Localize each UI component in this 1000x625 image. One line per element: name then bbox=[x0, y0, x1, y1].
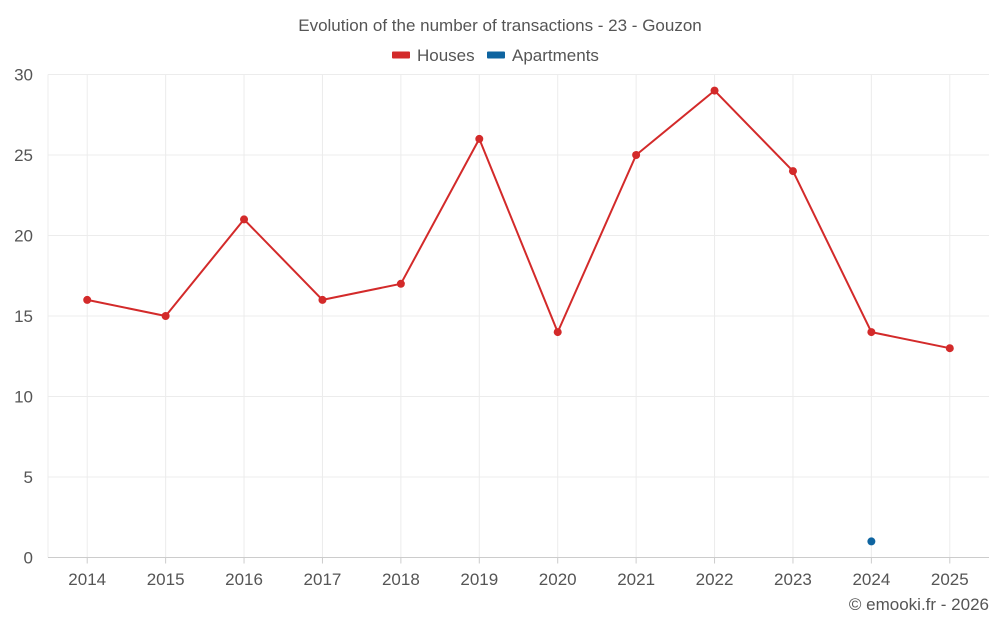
x-tick-label: 2024 bbox=[852, 570, 890, 589]
y-tick-label: 0 bbox=[24, 549, 33, 568]
y-tick-label: 5 bbox=[24, 468, 33, 487]
data-point-houses[interactable] bbox=[318, 295, 327, 304]
grid bbox=[48, 74, 989, 558]
y-tick-label: 25 bbox=[14, 146, 33, 165]
data-point-houses[interactable] bbox=[475, 134, 484, 143]
y-tick-label: 10 bbox=[14, 388, 33, 407]
data-point-houses[interactable] bbox=[867, 328, 876, 337]
x-tick-label: 2025 bbox=[931, 570, 969, 589]
x-tick-label: 2018 bbox=[382, 570, 420, 589]
data-point-houses[interactable] bbox=[632, 151, 641, 159]
x-tick-label: 2016 bbox=[225, 570, 263, 589]
legend-item-houses[interactable]: Houses bbox=[392, 46, 475, 65]
series bbox=[83, 86, 954, 546]
credit-text: © emooki.fr - 2026 bbox=[849, 595, 989, 614]
y-tick-label: 15 bbox=[14, 307, 33, 326]
data-point-houses[interactable] bbox=[396, 279, 405, 288]
x-tick-label: 2020 bbox=[539, 570, 577, 589]
legend-label-houses: Houses bbox=[417, 46, 475, 65]
x-tick-label: 2014 bbox=[68, 570, 106, 589]
x-tick-label: 2015 bbox=[147, 570, 185, 589]
data-point-houses[interactable] bbox=[161, 312, 170, 320]
data-point-houses[interactable] bbox=[553, 328, 562, 337]
y-tick-label: 30 bbox=[14, 66, 33, 85]
x-tick-label: 2023 bbox=[774, 570, 812, 589]
legend-label-apartments: Apartments bbox=[512, 46, 599, 65]
data-point-houses[interactable] bbox=[710, 86, 719, 95]
x-tick-label: 2019 bbox=[460, 570, 498, 589]
data-point-houses[interactable] bbox=[788, 167, 797, 176]
data-point-houses[interactable] bbox=[240, 215, 249, 224]
series-houses bbox=[83, 86, 954, 353]
series-apartments bbox=[867, 537, 876, 546]
series-line-houses bbox=[87, 89, 950, 350]
x-tick-label: 2017 bbox=[304, 570, 342, 589]
legend-item-apartments[interactable]: Apartments bbox=[487, 46, 599, 65]
data-point-houses[interactable] bbox=[83, 295, 92, 304]
chart-title: Evolution of the number of transactions … bbox=[298, 16, 702, 35]
data-point-houses[interactable] bbox=[945, 344, 954, 353]
legend: Houses Apartments bbox=[392, 46, 599, 65]
x-tick-label: 2022 bbox=[696, 570, 734, 589]
y-tick-label: 20 bbox=[14, 227, 33, 246]
legend-swatch-houses bbox=[392, 51, 410, 59]
legend-swatch-apartments bbox=[487, 51, 505, 59]
x-tick-label: 2021 bbox=[617, 570, 655, 589]
data-point-apartments[interactable] bbox=[867, 537, 876, 546]
